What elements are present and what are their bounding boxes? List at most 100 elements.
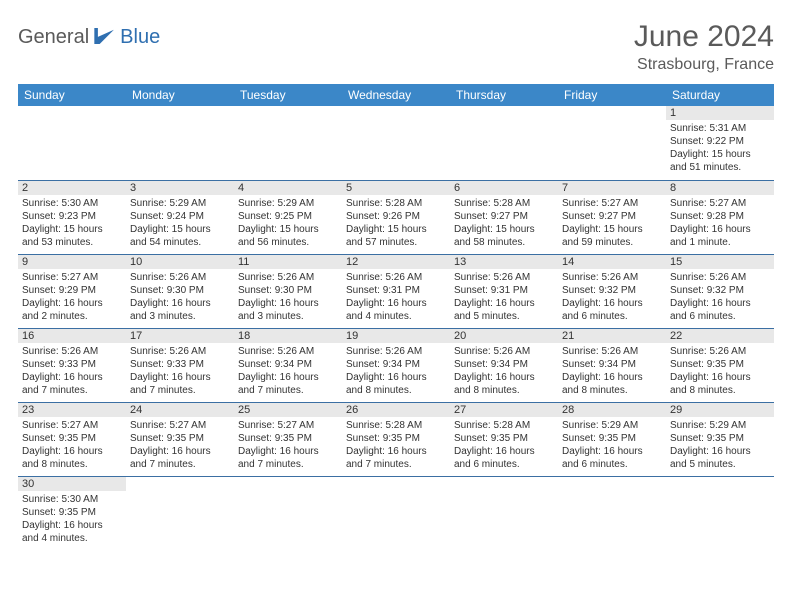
sunrise-text: Sunrise: 5:27 AM bbox=[22, 271, 122, 284]
logo: General Blue bbox=[18, 26, 160, 49]
calendar-day-cell: 1Sunrise: 5:31 AMSunset: 9:22 PMDaylight… bbox=[666, 106, 774, 180]
sunrise-text: Sunrise: 5:29 AM bbox=[670, 419, 770, 432]
day-number: 25 bbox=[234, 403, 342, 417]
day-number: 10 bbox=[126, 255, 234, 269]
daylight-text: Daylight: 15 hours and 56 minutes. bbox=[238, 223, 338, 249]
sunrise-text: Sunrise: 5:26 AM bbox=[670, 271, 770, 284]
daylight-text: Daylight: 15 hours and 58 minutes. bbox=[454, 223, 554, 249]
calendar-day-cell: 30Sunrise: 5:30 AMSunset: 9:35 PMDayligh… bbox=[18, 476, 126, 550]
sunset-text: Sunset: 9:26 PM bbox=[346, 210, 446, 223]
daylight-text: Daylight: 16 hours and 8 minutes. bbox=[454, 371, 554, 397]
daylight-text: Daylight: 16 hours and 7 minutes. bbox=[238, 445, 338, 471]
daylight-text: Daylight: 16 hours and 7 minutes. bbox=[130, 371, 230, 397]
day-content: Sunrise: 5:29 AMSunset: 9:35 PMDaylight:… bbox=[558, 417, 666, 474]
sunrise-text: Sunrise: 5:26 AM bbox=[130, 345, 230, 358]
sunrise-text: Sunrise: 5:26 AM bbox=[22, 345, 122, 358]
day-number: 14 bbox=[558, 255, 666, 269]
sunset-text: Sunset: 9:35 PM bbox=[130, 432, 230, 445]
day-content: Sunrise: 5:26 AMSunset: 9:34 PMDaylight:… bbox=[450, 343, 558, 400]
sunrise-text: Sunrise: 5:26 AM bbox=[346, 345, 446, 358]
calendar-day-cell bbox=[666, 476, 774, 550]
day-number: 24 bbox=[126, 403, 234, 417]
day-number: 19 bbox=[342, 329, 450, 343]
day-content: Sunrise: 5:26 AMSunset: 9:30 PMDaylight:… bbox=[126, 269, 234, 326]
daylight-text: Daylight: 16 hours and 6 minutes. bbox=[454, 445, 554, 471]
calendar-week-row: 1Sunrise: 5:31 AMSunset: 9:22 PMDaylight… bbox=[18, 106, 774, 180]
sunrise-text: Sunrise: 5:26 AM bbox=[562, 345, 662, 358]
sunset-text: Sunset: 9:35 PM bbox=[22, 506, 122, 519]
weekday-header: Thursday bbox=[450, 84, 558, 106]
sunrise-text: Sunrise: 5:30 AM bbox=[22, 197, 122, 210]
day-number: 20 bbox=[450, 329, 558, 343]
calendar-day-cell bbox=[342, 476, 450, 550]
day-content: Sunrise: 5:26 AMSunset: 9:30 PMDaylight:… bbox=[234, 269, 342, 326]
daylight-text: Daylight: 16 hours and 7 minutes. bbox=[22, 371, 122, 397]
day-number: 4 bbox=[234, 181, 342, 195]
sunrise-text: Sunrise: 5:28 AM bbox=[346, 419, 446, 432]
daylight-text: Daylight: 16 hours and 7 minutes. bbox=[130, 445, 230, 471]
sunrise-text: Sunrise: 5:26 AM bbox=[238, 345, 338, 358]
daylight-text: Daylight: 16 hours and 4 minutes. bbox=[22, 519, 122, 545]
calendar-day-cell: 5Sunrise: 5:28 AMSunset: 9:26 PMDaylight… bbox=[342, 180, 450, 254]
sunrise-text: Sunrise: 5:28 AM bbox=[346, 197, 446, 210]
sunset-text: Sunset: 9:35 PM bbox=[454, 432, 554, 445]
day-content: Sunrise: 5:30 AMSunset: 9:23 PMDaylight:… bbox=[18, 195, 126, 252]
day-number: 3 bbox=[126, 181, 234, 195]
sunset-text: Sunset: 9:35 PM bbox=[346, 432, 446, 445]
calendar-day-cell: 17Sunrise: 5:26 AMSunset: 9:33 PMDayligh… bbox=[126, 328, 234, 402]
sunrise-text: Sunrise: 5:26 AM bbox=[670, 345, 770, 358]
daylight-text: Daylight: 16 hours and 8 minutes. bbox=[562, 371, 662, 397]
sunset-text: Sunset: 9:34 PM bbox=[346, 358, 446, 371]
calendar-week-row: 23Sunrise: 5:27 AMSunset: 9:35 PMDayligh… bbox=[18, 402, 774, 476]
sunset-text: Sunset: 9:28 PM bbox=[670, 210, 770, 223]
day-number bbox=[342, 477, 450, 491]
sunset-text: Sunset: 9:24 PM bbox=[130, 210, 230, 223]
day-content: Sunrise: 5:26 AMSunset: 9:33 PMDaylight:… bbox=[126, 343, 234, 400]
calendar-day-cell bbox=[558, 106, 666, 180]
daylight-text: Daylight: 16 hours and 6 minutes. bbox=[562, 297, 662, 323]
sunset-text: Sunset: 9:31 PM bbox=[346, 284, 446, 297]
daylight-text: Daylight: 16 hours and 4 minutes. bbox=[346, 297, 446, 323]
day-content: Sunrise: 5:27 AMSunset: 9:35 PMDaylight:… bbox=[18, 417, 126, 474]
sunset-text: Sunset: 9:27 PM bbox=[454, 210, 554, 223]
day-content: Sunrise: 5:30 AMSunset: 9:35 PMDaylight:… bbox=[18, 491, 126, 548]
sunset-text: Sunset: 9:34 PM bbox=[562, 358, 662, 371]
calendar-day-cell bbox=[342, 106, 450, 180]
sunset-text: Sunset: 9:35 PM bbox=[562, 432, 662, 445]
day-number bbox=[126, 106, 234, 120]
sunset-text: Sunset: 9:22 PM bbox=[670, 135, 770, 148]
calendar-day-cell: 27Sunrise: 5:28 AMSunset: 9:35 PMDayligh… bbox=[450, 402, 558, 476]
calendar-day-cell: 10Sunrise: 5:26 AMSunset: 9:30 PMDayligh… bbox=[126, 254, 234, 328]
calendar-week-row: 2Sunrise: 5:30 AMSunset: 9:23 PMDaylight… bbox=[18, 180, 774, 254]
calendar-day-cell: 7Sunrise: 5:27 AMSunset: 9:27 PMDaylight… bbox=[558, 180, 666, 254]
daylight-text: Daylight: 16 hours and 7 minutes. bbox=[346, 445, 446, 471]
calendar-day-cell: 12Sunrise: 5:26 AMSunset: 9:31 PMDayligh… bbox=[342, 254, 450, 328]
day-content: Sunrise: 5:26 AMSunset: 9:32 PMDaylight:… bbox=[666, 269, 774, 326]
sunset-text: Sunset: 9:32 PM bbox=[562, 284, 662, 297]
daylight-text: Daylight: 16 hours and 3 minutes. bbox=[130, 297, 230, 323]
day-number: 26 bbox=[342, 403, 450, 417]
day-content: Sunrise: 5:29 AMSunset: 9:24 PMDaylight:… bbox=[126, 195, 234, 252]
day-number: 6 bbox=[450, 181, 558, 195]
daylight-text: Daylight: 16 hours and 7 minutes. bbox=[238, 371, 338, 397]
sunrise-text: Sunrise: 5:26 AM bbox=[238, 271, 338, 284]
calendar-day-cell: 6Sunrise: 5:28 AMSunset: 9:27 PMDaylight… bbox=[450, 180, 558, 254]
calendar-body: 1Sunrise: 5:31 AMSunset: 9:22 PMDaylight… bbox=[18, 106, 774, 550]
calendar-day-cell: 13Sunrise: 5:26 AMSunset: 9:31 PMDayligh… bbox=[450, 254, 558, 328]
sunrise-text: Sunrise: 5:26 AM bbox=[130, 271, 230, 284]
calendar-day-cell bbox=[234, 106, 342, 180]
title-block: June 2024 Strasbourg, France bbox=[634, 20, 774, 74]
sunrise-text: Sunrise: 5:29 AM bbox=[562, 419, 662, 432]
calendar-day-cell bbox=[126, 476, 234, 550]
day-number: 16 bbox=[18, 329, 126, 343]
sunset-text: Sunset: 9:35 PM bbox=[670, 432, 770, 445]
day-number: 15 bbox=[666, 255, 774, 269]
day-content: Sunrise: 5:31 AMSunset: 9:22 PMDaylight:… bbox=[666, 120, 774, 177]
daylight-text: Daylight: 16 hours and 8 minutes. bbox=[670, 371, 770, 397]
calendar-week-row: 9Sunrise: 5:27 AMSunset: 9:29 PMDaylight… bbox=[18, 254, 774, 328]
day-content: Sunrise: 5:27 AMSunset: 9:27 PMDaylight:… bbox=[558, 195, 666, 252]
calendar-day-cell bbox=[234, 476, 342, 550]
day-number bbox=[450, 477, 558, 491]
sunset-text: Sunset: 9:34 PM bbox=[454, 358, 554, 371]
day-content: Sunrise: 5:27 AMSunset: 9:28 PMDaylight:… bbox=[666, 195, 774, 252]
